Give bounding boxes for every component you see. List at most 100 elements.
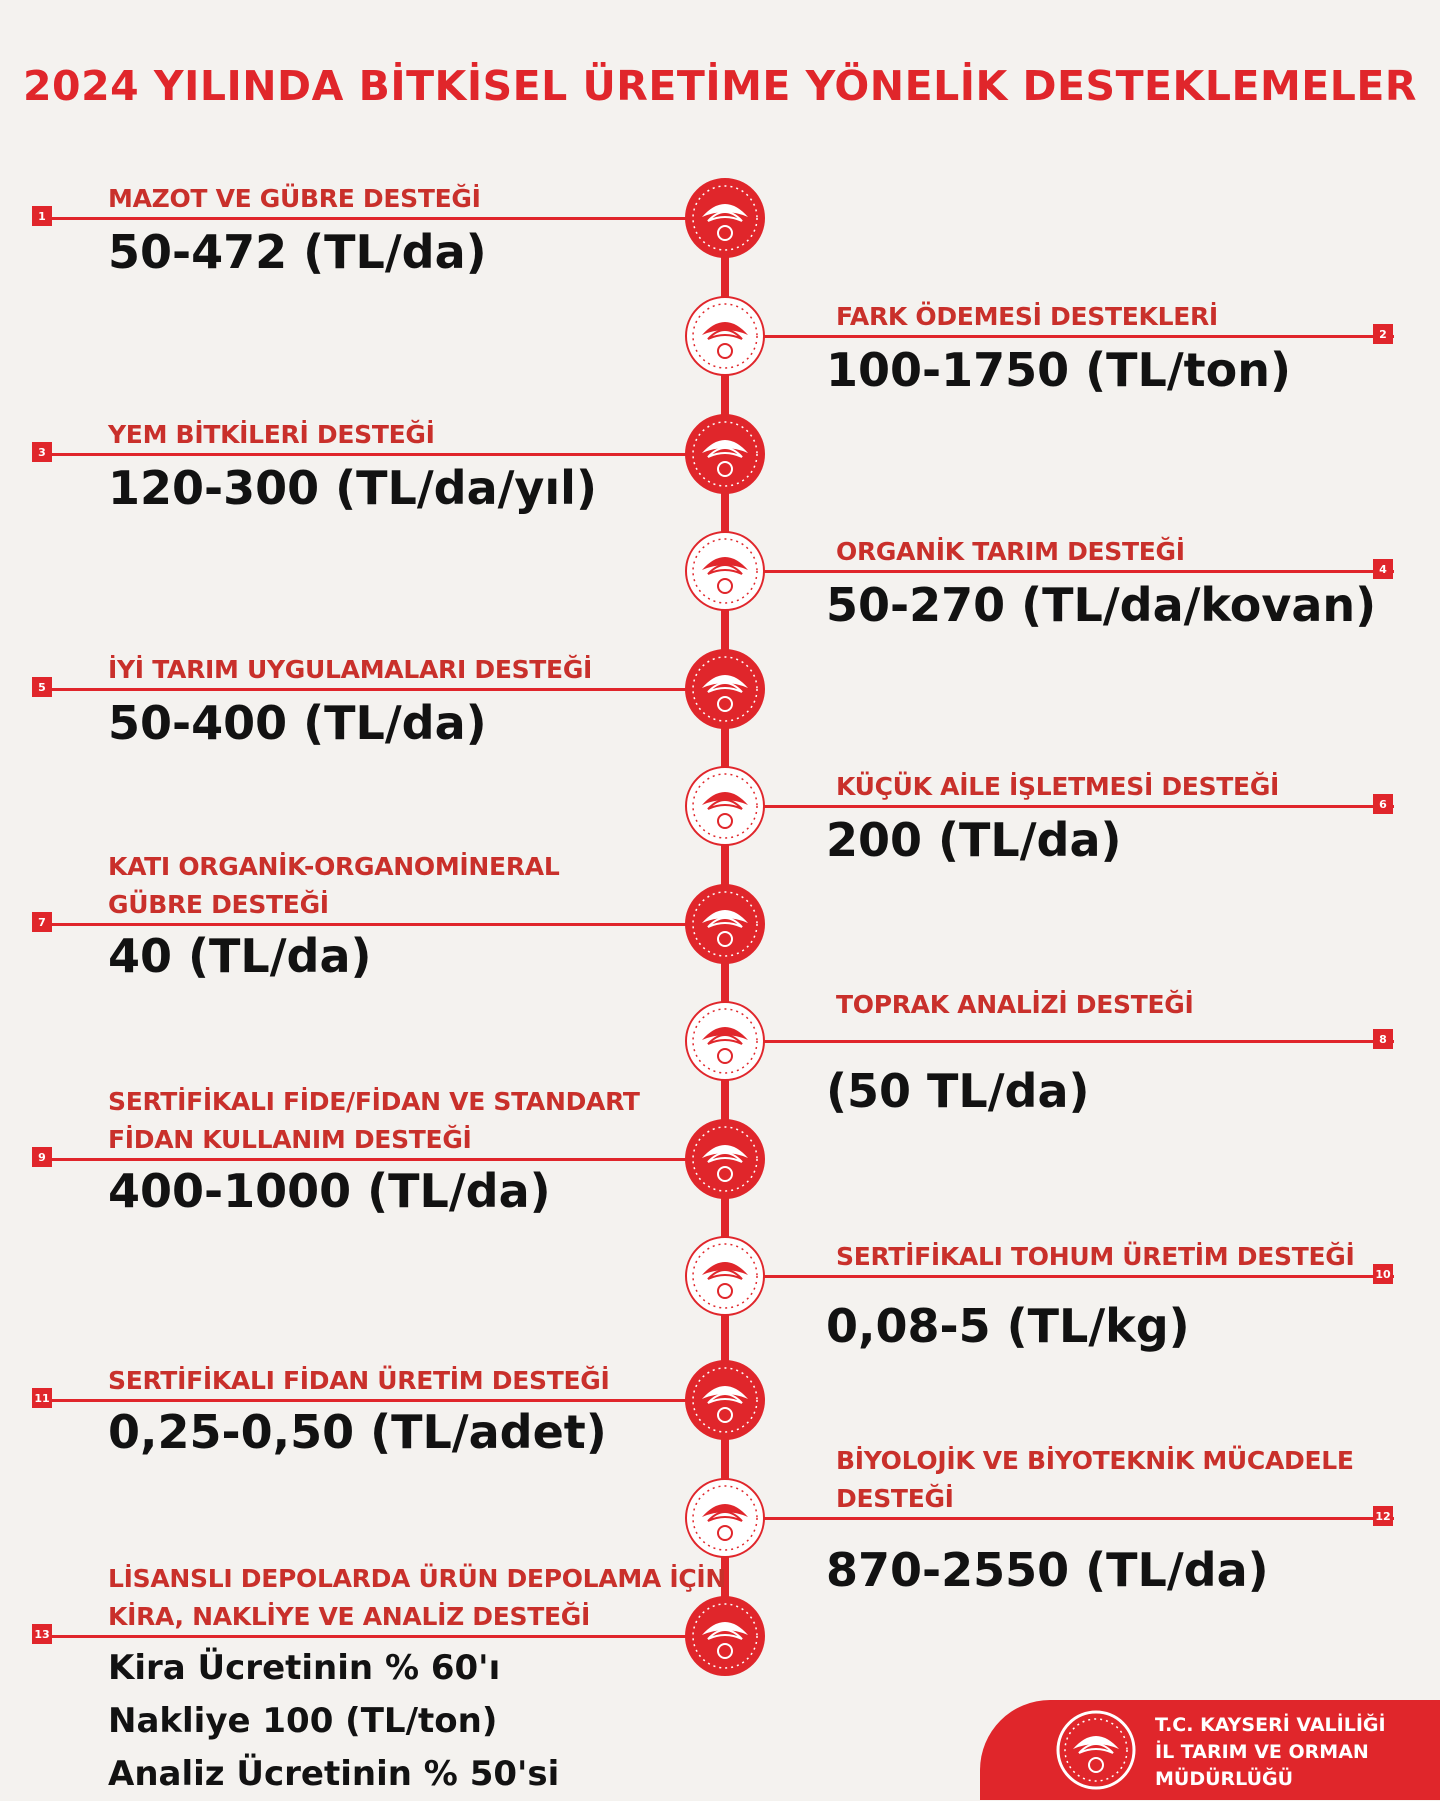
item-value: 400-1000 (TL/da) [108,1163,551,1219]
connector-line [725,1275,1394,1278]
ministry-emblem-icon [685,1001,765,1081]
item-number-badge: 4 [1373,559,1393,579]
item-value-line: 0,25-0,50 (TL/adet) [108,1405,607,1459]
item-value: 100-1750 (TL/ton) [826,342,1291,398]
item-label-line: BİYOLOJİK VE BİYOTEKNİK MÜCADELE [836,1446,1354,1475]
item-label: İYİ TARIM UYGULAMALARI DESTEĞİ [108,651,592,689]
organization-line: MÜDÜRLÜĞÜ [1155,1768,1294,1790]
item-label-line: KİRA, NAKLİYE VE ANALİZ DESTEĞİ [108,1602,590,1631]
connector-line [40,453,725,456]
item-number-badge: 8 [1373,1029,1393,1049]
item-label-line: TOPRAK ANALİZİ DESTEĞİ [836,990,1194,1019]
footer-badge: T.C. KAYSERİ VALİLİĞİ İL TARIM VE ORMAN … [980,1700,1440,1800]
connector-line [40,217,725,220]
ministry-emblem-icon [685,296,765,376]
item-number-badge: 9 [32,1147,52,1167]
item-label: YEM BİTKİLERİ DESTEĞİ [108,416,435,454]
item-value-line: 50-472 (TL/da) [108,225,487,279]
item-label-line: LİSANSLI DEPOLARDA ÜRÜN DEPOLAMA İÇİN [108,1564,727,1593]
ministry-emblem-icon [685,178,765,258]
item-value: Kira Ücretinin % 60'ı Nakliye 100 (TL/ton… [108,1642,559,1801]
item-label: BİYOLOJİK VE BİYOTEKNİK MÜCADELE DESTEĞİ [836,1442,1354,1518]
ministry-emblem-icon [685,1360,765,1440]
item-value-line: 870-2550 (TL/da) [826,1543,1269,1597]
item-label: LİSANSLI DEPOLARDA ÜRÜN DEPOLAMA İÇİN KİR… [108,1560,726,1636]
connector-line [725,570,1394,573]
item-value-line: 0,08-5 (TL/kg) [826,1299,1190,1353]
organization-line: T.C. KAYSERİ VALİLİĞİ [1155,1714,1386,1736]
item-value: 50-270 (TL/da/kovan) [826,577,1376,633]
item-number-badge: 5 [32,677,52,697]
item-label-line: İYİ TARIM UYGULAMALARI DESTEĞİ [108,655,593,684]
item-label: SERTİFİKALI FİDAN ÜRETİM DESTEĞİ [108,1362,610,1400]
connector-line [40,1635,725,1638]
item-label-line: DESTEĞİ [836,1484,954,1513]
item-label-line: SERTİFİKALI FİDAN ÜRETİM DESTEĞİ [108,1366,610,1395]
item-number-badge: 6 [1373,794,1393,814]
item-value: 870-2550 (TL/da) [826,1542,1269,1598]
item-label: TOPRAK ANALİZİ DESTEĞİ [836,986,1194,1024]
organization-line: İL TARIM VE ORMAN [1155,1741,1369,1763]
connector-line [725,805,1394,808]
item-value: 0,08-5 (TL/kg) [826,1298,1190,1354]
item-label-line: KÜÇÜK AİLE İŞLETMESİ DESTEĞİ [836,772,1280,801]
ministry-emblem-icon [685,1236,765,1316]
item-value-line: Kira Ücretinin % 60'ı [108,1648,501,1688]
item-label: SERTİFİKALI TOHUM ÜRETİM DESTEĞİ [836,1238,1355,1276]
item-label-line: KATI ORGANİK-ORGANOMİNERAL [108,852,560,881]
item-number-badge: 11 [32,1388,52,1408]
item-value-line: 50-270 (TL/da/kovan) [826,578,1377,632]
item-value: 50-400 (TL/da) [108,695,487,751]
item-value-line: 400-1000 (TL/da) [108,1164,551,1218]
ministry-emblem-icon [685,1478,765,1558]
item-value: (50 TL/da) [826,1063,1090,1119]
item-number-badge: 1 [32,206,52,226]
ministry-emblem-icon [1056,1710,1136,1790]
item-label-line: ORGANİK TARIM DESTEĞİ [836,537,1185,566]
ministry-emblem-icon [685,1119,765,1199]
item-value: 0,25-0,50 (TL/adet) [108,1404,607,1460]
ministry-emblem-icon [685,1596,765,1676]
item-value-line: Analiz Ücretinin % 50'si [108,1754,560,1794]
item-value-line: 120-300 (TL/da/yıl) [108,461,597,515]
connector-line [40,1399,725,1402]
item-value-line: 200 (TL/da) [826,813,1122,867]
item-number-badge: 7 [32,912,52,932]
item-value-line: Nakliye 100 (TL/ton) [108,1701,498,1741]
ministry-emblem-icon [685,884,765,964]
item-value-line: 100-1750 (TL/ton) [826,343,1292,397]
item-label: KATI ORGANİK-ORGANOMİNERAL GÜBRE DESTEĞİ [108,848,560,924]
connector-line [725,335,1394,338]
item-label-line: FİDAN KULLANIM DESTEĞİ [108,1125,472,1154]
item-number-badge: 13 [32,1624,52,1644]
ministry-emblem-icon [685,414,765,494]
item-value: 40 (TL/da) [108,928,372,984]
organization-name: T.C. KAYSERİ VALİLİĞİ İL TARIM VE ORMAN … [1155,1712,1386,1793]
ministry-emblem-icon [685,766,765,846]
item-value: 120-300 (TL/da/yıl) [108,460,597,516]
item-label: KÜÇÜK AİLE İŞLETMESİ DESTEĞİ [836,768,1279,806]
connector-line [40,688,725,691]
ministry-emblem-icon [685,531,765,611]
item-number-badge: 2 [1373,324,1393,344]
item-number-badge: 3 [32,442,52,462]
item-label-line: GÜBRE DESTEĞİ [108,890,329,919]
ministry-emblem-icon [685,649,765,729]
item-label-line: SERTİFİKALI FİDE/FİDAN VE STANDART [108,1087,640,1116]
item-label: FARK ÖDEMESİ DESTEKLERİ [836,298,1218,336]
item-label-line: SERTİFİKALI TOHUM ÜRETİM DESTEĞİ [836,1242,1355,1271]
connector-line [725,1517,1394,1520]
item-number-badge: 10 [1373,1264,1393,1284]
item-label-line: MAZOT VE GÜBRE DESTEĞİ [108,184,481,213]
item-label-line: YEM BİTKİLERİ DESTEĞİ [108,420,435,449]
item-value-line: 50-400 (TL/da) [108,696,487,750]
item-label: MAZOT VE GÜBRE DESTEĞİ [108,180,481,218]
connector-line [40,1158,725,1161]
item-value-line: 40 (TL/da) [108,929,372,983]
item-label: SERTİFİKALI FİDE/FİDAN VE STANDART FİDAN … [108,1083,640,1159]
item-value: 200 (TL/da) [826,812,1122,868]
item-value: 50-472 (TL/da) [108,224,487,280]
page-title: 2024 YILINDA BİTKİSEL ÜRETİME YÖNELİK DE… [23,62,1417,110]
connector-line [725,1040,1394,1043]
